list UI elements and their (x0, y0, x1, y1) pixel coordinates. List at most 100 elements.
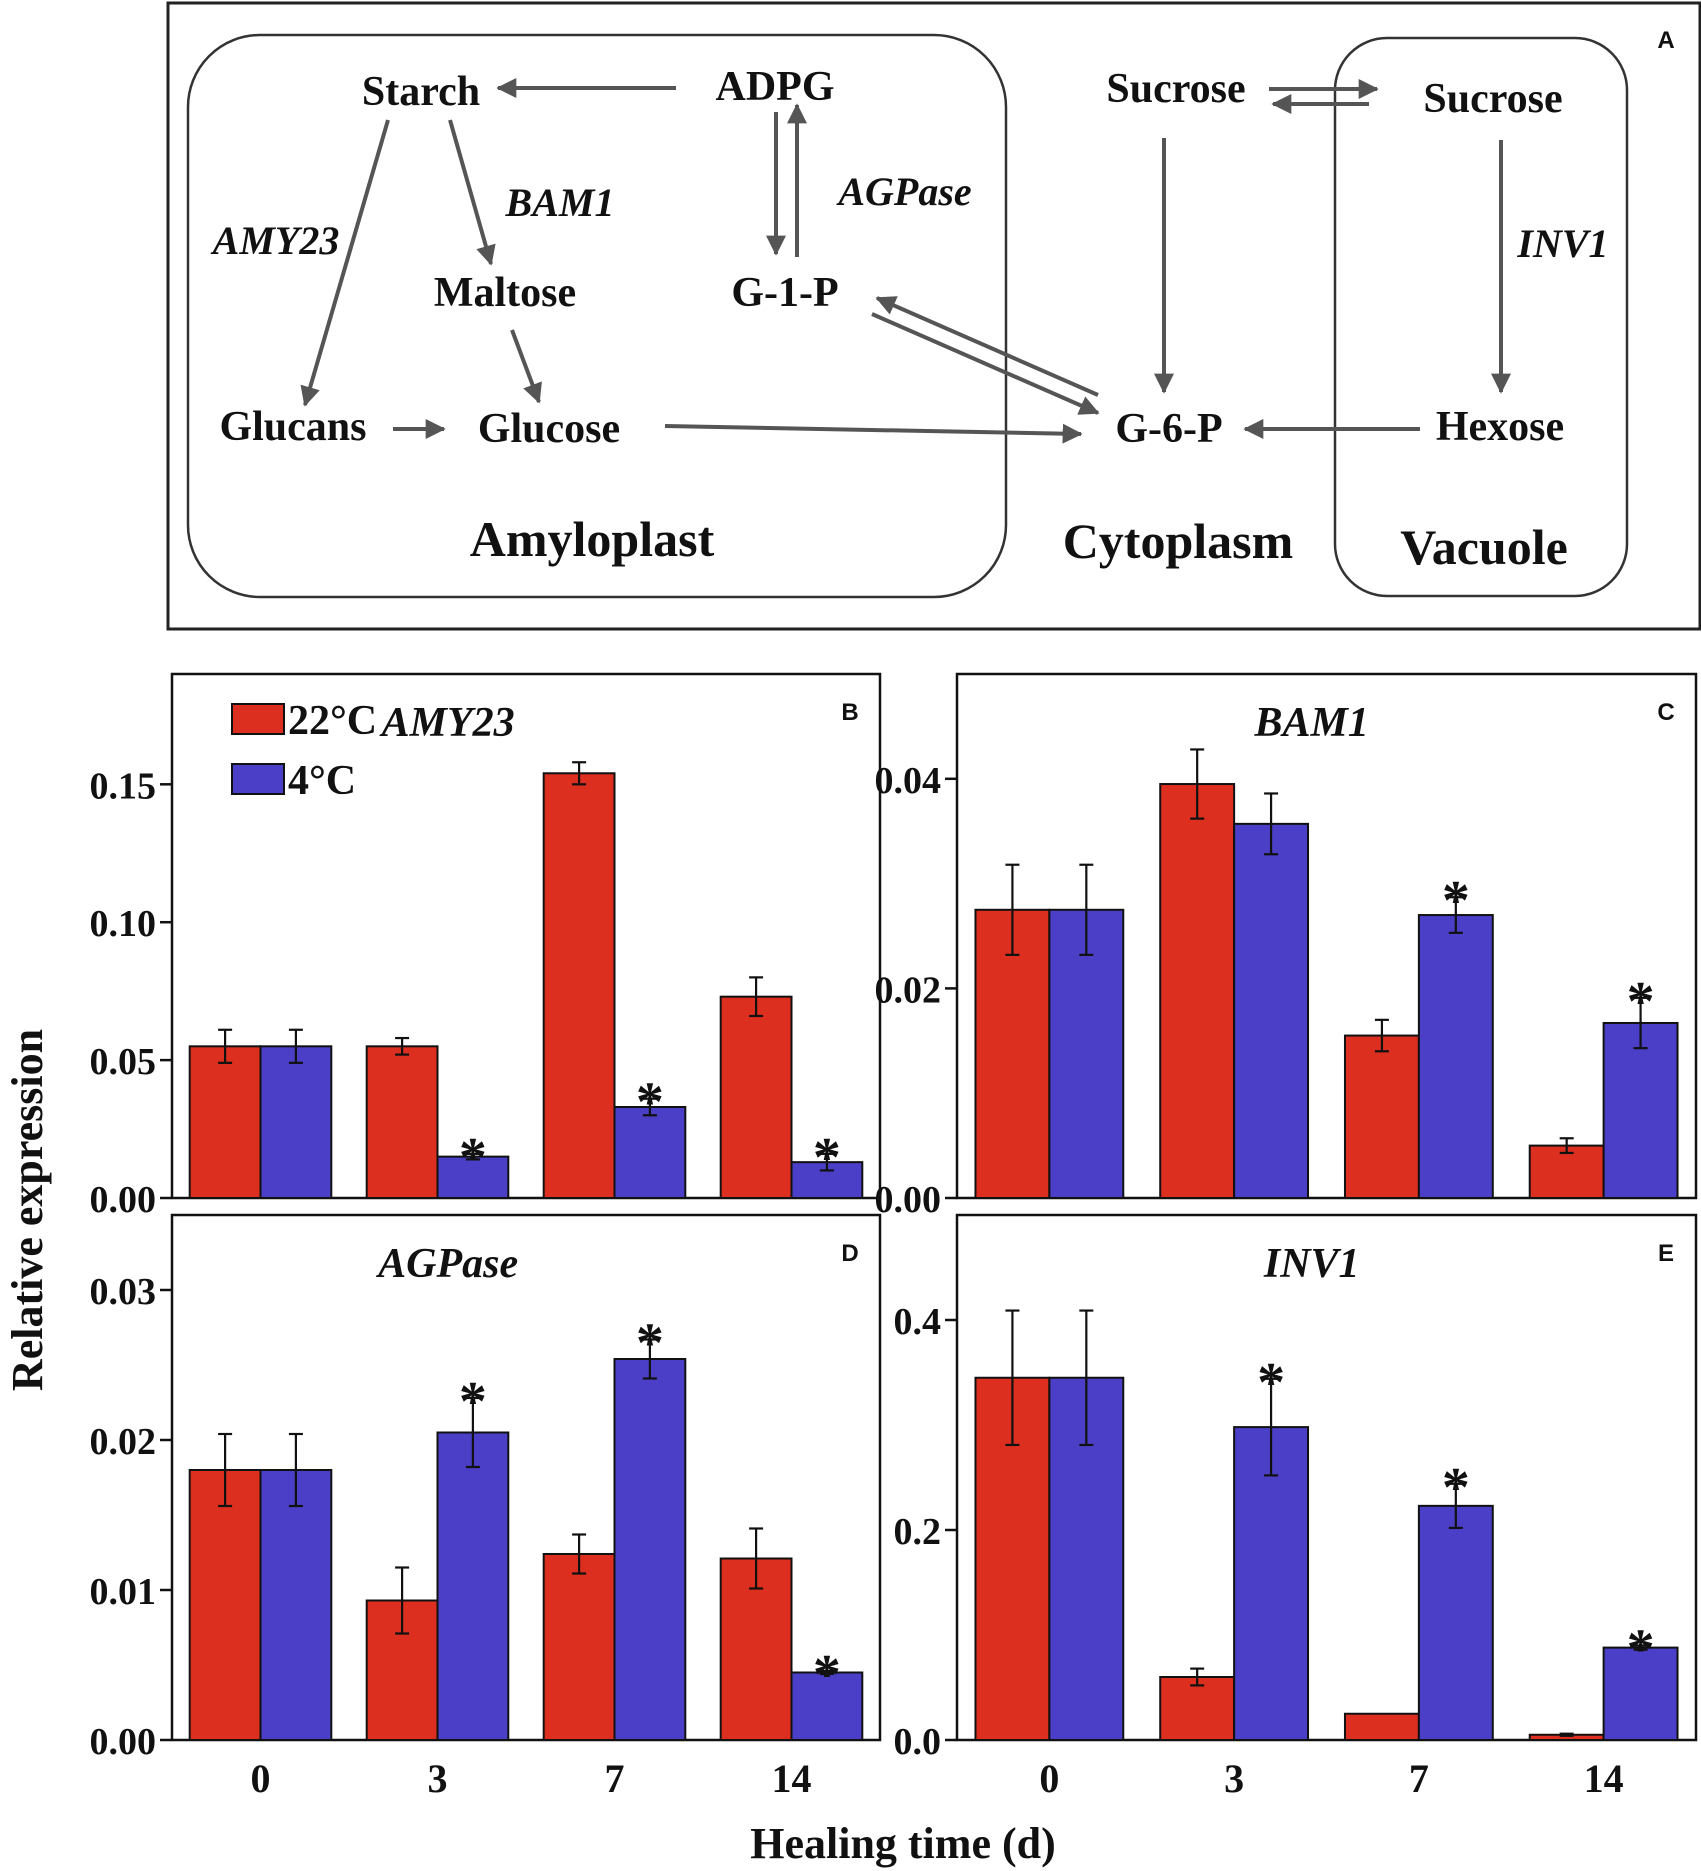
enzyme-inv1: INV1 (1516, 221, 1608, 266)
chart-title: BAM1 (1254, 700, 1369, 746)
chart-panel-e: 0.0 0.2 0.4 0 * 3 * 7 * 14 INV1 E (894, 1213, 1698, 1801)
y-tick-label: 0.00 (90, 1721, 157, 1763)
plot-frame (955, 1213, 1698, 1742)
node-glucose: Glucose (478, 406, 620, 452)
amyloplast-compartment (186, 33, 1008, 599)
y-tick-label: 0.0 (894, 1721, 942, 1763)
panel-letter: B (841, 699, 858, 726)
significance-star: * (1627, 971, 1655, 1033)
bar-22c-day-14 (1528, 1144, 1605, 1199)
bar-22c-day-7 (1343, 1712, 1420, 1741)
arrow-starch-to-glucans (300, 119, 390, 407)
arrow-starch-to-maltose (448, 119, 496, 266)
significance-star: * (813, 1644, 841, 1706)
enzyme-bam1: BAM1 (505, 180, 615, 225)
arrow-maltose-to-glucose (510, 329, 542, 404)
significance-star: * (459, 1127, 487, 1189)
pathway-diagram: A Starch ADPG Maltose G-1-P Glucans Gluc… (166, 1, 1701, 631)
bar-4c-day-3 (1233, 1426, 1310, 1741)
enzyme-agpase: AGPase (835, 169, 971, 214)
chart-panel-d: 0.00 0.01 0.02 0.03 0 * 3 * 7 * 14 AGPase D (90, 1213, 882, 1801)
node-sucrose-cytoplasm: Sucrose (1106, 66, 1245, 112)
node-g1p: G-1-P (731, 270, 838, 316)
bar-22c-day-0 (188, 1045, 262, 1199)
node-maltose: Maltose (434, 270, 576, 316)
significance-star: * (813, 1127, 841, 1189)
y-tick-label: 0.2 (894, 1511, 942, 1553)
bar-4c-day-7 (613, 1358, 687, 1741)
panel-letter: C (1657, 699, 1674, 726)
bar-22c-day-7 (1343, 1034, 1420, 1200)
y-tick-label: 0.10 (90, 903, 157, 945)
bar-4c-day-14 (1602, 1646, 1679, 1741)
bar-4c-day-3 (436, 1155, 510, 1200)
bar-22c-day-14 (719, 995, 793, 1200)
chart-title: AMY23 (379, 700, 515, 746)
bar-4c-day-3 (1233, 822, 1310, 1199)
node-sucrose-vacuole: Sucrose (1423, 76, 1562, 122)
bar-22c-day-3 (1159, 1676, 1236, 1741)
significance-star: * (1627, 1619, 1655, 1681)
bar-4c-day-14 (790, 1161, 864, 1199)
bar-22c-day-3 (365, 1045, 439, 1199)
bar-4c-day-0 (259, 1469, 333, 1741)
y-tick-label: 0.01 (90, 1571, 157, 1613)
significance-star: * (636, 1313, 664, 1375)
y-tick-label: 0.15 (90, 765, 157, 807)
chart-panel-b: 0.00 0.05 0.10 0.15 * * * AMY23 B (90, 672, 882, 1221)
enzyme-amy23: AMY23 (210, 218, 340, 263)
x-tick-label: 0 (251, 1756, 271, 1801)
vacuole-compartment (1333, 36, 1629, 598)
bar-22c-day-7 (542, 772, 616, 1200)
legend-label-22c: 22°C (288, 698, 377, 744)
y-tick-label: 0.05 (90, 1041, 157, 1083)
legend-swatch-4c (231, 763, 285, 795)
bar-22c-day-3 (1159, 783, 1236, 1199)
compartment-amyloplast: Amyloplast (470, 511, 715, 567)
bar-4c-day-0 (259, 1045, 333, 1199)
panel-letter: E (1658, 1240, 1674, 1267)
bar-22c-day-7 (542, 1553, 616, 1741)
bar-4c-day-14 (790, 1671, 864, 1741)
bar-4c-day-0 (1048, 908, 1125, 1199)
node-glucans: Glucans (219, 404, 366, 450)
x-tick-label: 3 (1224, 1756, 1244, 1801)
arrow-g1p-to-g6p (871, 312, 1100, 415)
node-hexose: Hexose (1436, 404, 1564, 450)
bar-4c-day-3 (436, 1431, 510, 1741)
bar-4c-day-7 (1417, 1504, 1494, 1741)
significance-star: * (459, 1371, 487, 1433)
significance-star: * (1257, 1352, 1285, 1414)
node-starch: Starch (362, 69, 480, 115)
plot-frame (955, 672, 1698, 1200)
legend: 22°C 4°C (231, 698, 377, 804)
legend-label-4c: 4°C (288, 758, 356, 804)
plot-frame (170, 672, 882, 1200)
arrow-glucose-to-g6p (664, 423, 1083, 444)
diagram-frame (166, 1, 1701, 631)
x-tick-label: 7 (605, 1756, 625, 1801)
bar-22c-day-0 (188, 1469, 262, 1741)
x-tick-label: 7 (1409, 1756, 1429, 1801)
plot-frame (170, 1213, 882, 1742)
chart-title: AGPase (375, 1241, 518, 1287)
y-tick-label: 0.03 (90, 1271, 157, 1313)
arrow-g6p-to-g1p (875, 296, 1099, 397)
chart-title: INV1 (1263, 1241, 1360, 1287)
x-axis-label: Healing time (d) (750, 1819, 1056, 1868)
significance-star: * (636, 1072, 664, 1134)
x-tick-label: 0 (1039, 1756, 1059, 1801)
x-tick-label: 14 (772, 1756, 812, 1801)
panel-letter-a: A (1657, 27, 1674, 54)
y-tick-label: 0.04 (875, 760, 942, 802)
compartment-cytoplasm: Cytoplasm (1063, 513, 1294, 569)
legend-swatch-22c (231, 703, 285, 735)
y-tick-label: 0.00 (875, 1179, 942, 1221)
compartment-vacuole: Vacuole (1400, 519, 1568, 575)
y-tick-label: 0.00 (90, 1179, 157, 1221)
x-tick-label: 14 (1584, 1756, 1624, 1801)
chart-panel-c: 0.00 0.02 0.04 * * BAM1 C (875, 672, 1698, 1221)
bar-charts: 0.000.050.100.15***AMY23 B0.000.020.04**B… (90, 672, 1698, 1801)
y-tick-label: 0.4 (894, 1301, 942, 1343)
